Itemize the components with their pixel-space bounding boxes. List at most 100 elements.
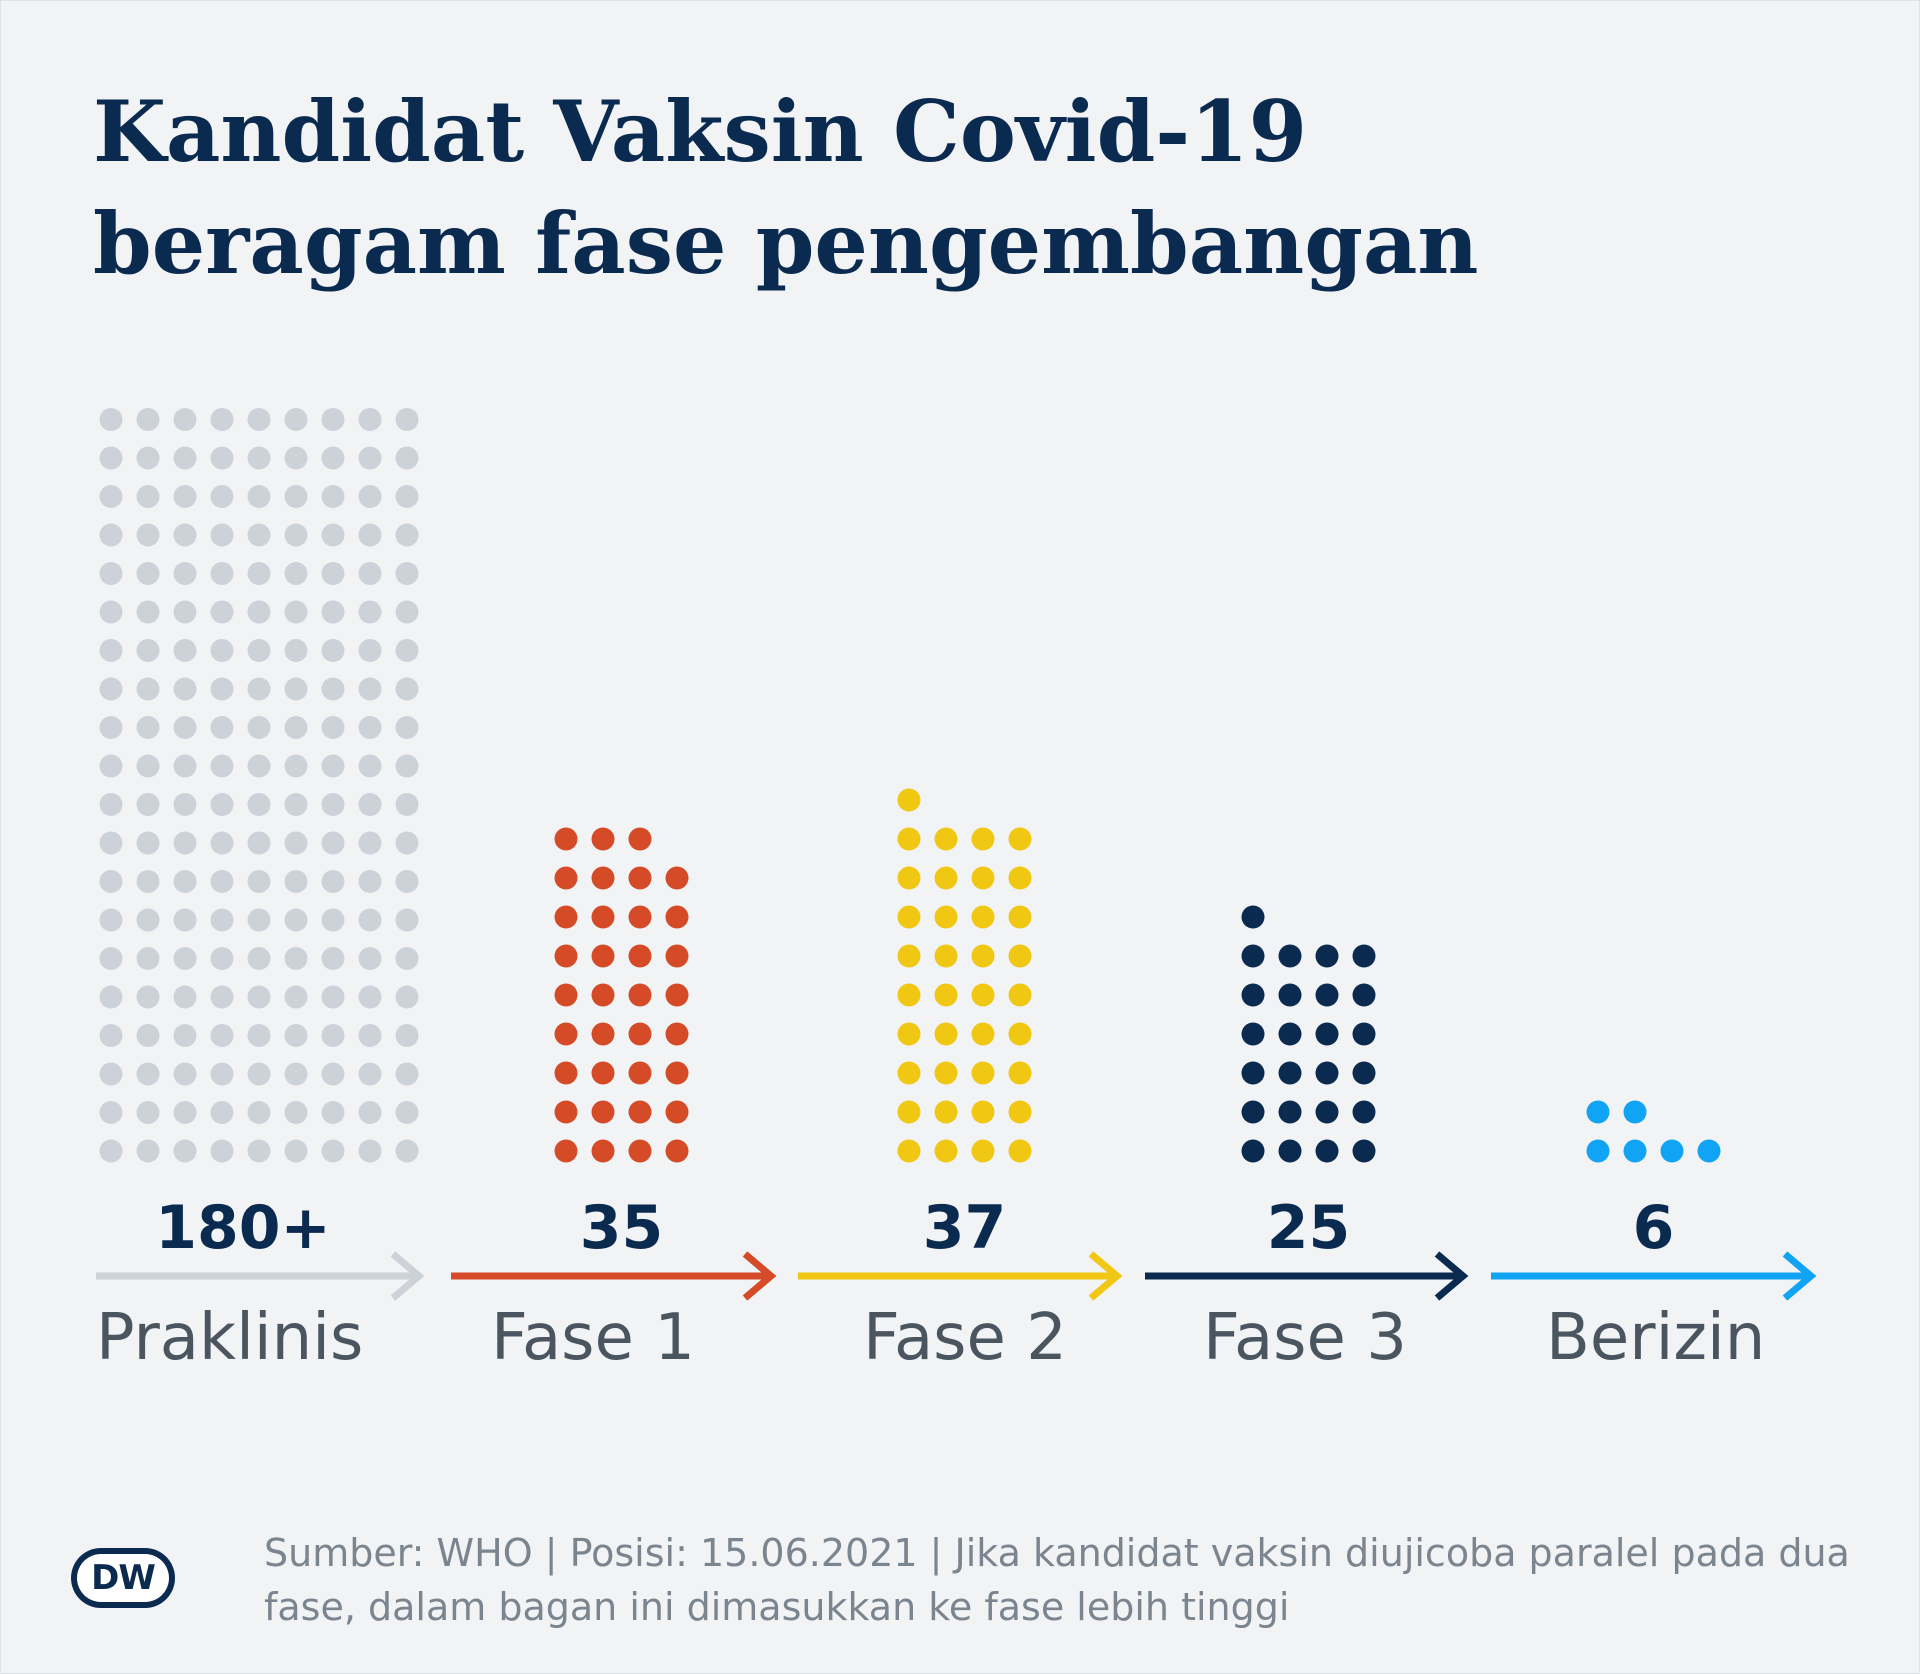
dot-praklinis (247, 1062, 271, 1086)
dot-praklinis (395, 446, 419, 470)
dot-praklinis (210, 716, 234, 739)
dot-fase-3 (1278, 983, 1302, 1007)
dot-praklinis (321, 1024, 345, 1047)
dot-fase-1 (554, 983, 578, 1007)
dot-praklinis (247, 485, 271, 508)
dot-praklinis (136, 639, 160, 662)
dot-praklinis (247, 1101, 271, 1124)
dot-praklinis (210, 677, 234, 701)
dot-praklinis (173, 1062, 197, 1086)
dot-fase-2 (971, 1139, 995, 1163)
dot-fase-3 (1352, 983, 1376, 1007)
dot-fase-2 (1008, 905, 1032, 929)
dot-praklinis (358, 562, 382, 585)
dot-fase-2 (934, 944, 958, 968)
dot-praklinis (395, 1101, 419, 1124)
dot-praklinis (321, 1101, 345, 1124)
dot-praklinis (284, 523, 308, 547)
dot-fase-3 (1315, 1061, 1339, 1085)
dot-fase-1 (665, 944, 689, 968)
dot-praklinis (173, 985, 197, 1009)
value-label: 6 (1633, 1193, 1675, 1263)
dot-praklinis (284, 870, 308, 893)
dot-praklinis (358, 1062, 382, 1086)
dot-praklinis (173, 1101, 197, 1124)
dot-praklinis (321, 523, 345, 547)
dot-praklinis (358, 639, 382, 662)
dot-fase-1 (591, 1061, 615, 1085)
dot-praklinis (210, 831, 234, 855)
value-label: 180+ (155, 1193, 331, 1263)
dot-praklinis (395, 639, 419, 662)
dot-praklinis (210, 600, 234, 624)
dot-praklinis (136, 677, 160, 701)
dot-fase-3 (1241, 1022, 1265, 1046)
dot-fase-1 (591, 866, 615, 890)
dot-praklinis (99, 716, 123, 739)
dot-praklinis (321, 639, 345, 662)
dot-fase-2 (897, 788, 921, 812)
dot-praklinis (173, 754, 197, 778)
dot-fase-1 (628, 983, 652, 1007)
dot-praklinis (99, 446, 123, 470)
dot-fase-1 (628, 1100, 652, 1124)
dot-praklinis (358, 870, 382, 893)
dot-praklinis (247, 408, 271, 431)
dot-praklinis (395, 485, 419, 508)
value-label: 25 (1267, 1193, 1351, 1263)
dot-praklinis (99, 870, 123, 893)
dot-praklinis (247, 446, 271, 470)
dot-praklinis (284, 562, 308, 585)
dot-fase-2 (934, 827, 958, 851)
title-line-2: beragam fase pengembangan (93, 194, 1479, 293)
dot-fase-2 (934, 1022, 958, 1046)
dot-fase-1 (628, 827, 652, 851)
dot-praklinis (358, 677, 382, 701)
dot-fase-3 (1278, 1139, 1302, 1163)
chart-title: Kandidat Vaksin Covid-19 beragam fase pe… (93, 76, 1793, 300)
dot-fase-3 (1352, 1061, 1376, 1085)
dot-praklinis (247, 677, 271, 701)
dot-fase-2 (971, 983, 995, 1007)
category-label: Berizin (1546, 1301, 1765, 1375)
dot-praklinis (99, 1139, 123, 1163)
dot-praklinis (99, 600, 123, 624)
dot-fase-1 (665, 866, 689, 890)
dot-praklinis (321, 408, 345, 431)
dot-praklinis (321, 716, 345, 739)
dot-praklinis (358, 985, 382, 1009)
dot-fase-2 (971, 944, 995, 968)
dot-fase-1 (665, 905, 689, 929)
dot-praklinis (99, 947, 123, 970)
dot-praklinis (99, 754, 123, 778)
dot-fase-1 (554, 1061, 578, 1085)
dot-fase-2 (897, 983, 921, 1007)
dot-praklinis (210, 1139, 234, 1163)
dot-praklinis (358, 793, 382, 816)
dot-fase-3 (1352, 944, 1376, 968)
dot-fase-1 (591, 1022, 615, 1046)
dot-fase-2 (934, 1139, 958, 1163)
dot-praklinis (99, 677, 123, 701)
dot-praklinis (247, 831, 271, 855)
dot-praklinis (284, 677, 308, 701)
dot-praklinis (284, 947, 308, 970)
dot-praklinis (99, 793, 123, 816)
dot-praklinis (395, 831, 419, 855)
dot-praklinis (284, 600, 308, 624)
dot-fase-1 (628, 1139, 652, 1163)
dot-praklinis (395, 523, 419, 547)
dot-praklinis (210, 1024, 234, 1047)
dot-fase-2 (1008, 1061, 1032, 1085)
dot-praklinis (358, 446, 382, 470)
dot-praklinis (284, 408, 308, 431)
dot-fase-2 (1008, 1139, 1032, 1163)
dot-fase-3 (1241, 1100, 1265, 1124)
dot-praklinis (173, 485, 197, 508)
dot-fase-3 (1278, 1022, 1302, 1046)
dot-praklinis (136, 985, 160, 1009)
dot-praklinis (395, 600, 419, 624)
dot-fase-2 (934, 983, 958, 1007)
dot-praklinis (284, 639, 308, 662)
dot-fase-1 (554, 866, 578, 890)
